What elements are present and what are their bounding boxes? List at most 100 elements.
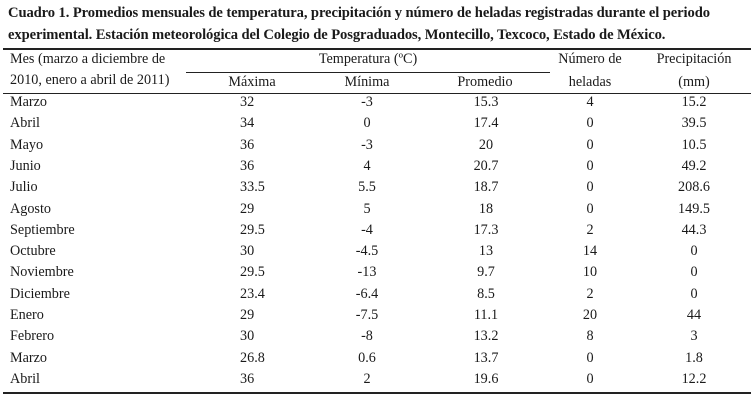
cell-minima: 5.5 <box>358 179 376 196</box>
cell-heladas: 0 <box>586 179 594 196</box>
cell-minima: -6.4 <box>355 285 379 302</box>
cell-minima: 2 <box>363 370 371 387</box>
header-heladas: Número de <box>558 51 622 67</box>
cell-promedio: 20.7 <box>473 157 499 174</box>
cell-mes: Octubre <box>10 243 56 260</box>
cell-maxima: 29 <box>240 200 255 217</box>
header-temperatura: Temperatura (ºC) <box>318 51 418 67</box>
cell-heladas: 2 <box>586 221 594 238</box>
bottom-rule <box>3 392 751 394</box>
cell-maxima: 36 <box>240 157 255 174</box>
cell-maxima: 32 <box>240 94 255 110</box>
cell-maxima: 30 <box>240 243 255 260</box>
cell-precipitacion: 1.8 <box>685 349 703 366</box>
cell-promedio: 20 <box>478 136 494 153</box>
header-mes-2: 2010, enero a abril de 2011) <box>10 72 170 88</box>
cell-precipitacion: 49.2 <box>681 157 707 174</box>
cell-maxima: 36 <box>240 136 255 153</box>
cell-precipitacion: 3 <box>690 328 698 345</box>
cell-heladas: 4 <box>586 94 594 110</box>
cell-promedio: 18.7 <box>473 179 499 196</box>
cell-maxima: 29.5 <box>240 221 265 238</box>
cell-precipitacion: 39.5 <box>681 115 707 132</box>
cell-promedio: 8.5 <box>477 285 495 302</box>
cell-precipitacion: 10.5 <box>681 136 707 153</box>
header-mes: Mes (marzo a diciembre de <box>10 51 166 67</box>
cell-promedio: 11.1 <box>473 307 499 323</box>
cell-promedio: 18 <box>478 200 494 217</box>
cell-promedio: 13.2 <box>473 328 499 345</box>
cell-promedio: 9.7 <box>477 264 495 281</box>
header-heladas-2: heladas <box>568 74 612 90</box>
header-rule <box>3 93 751 95</box>
cell-maxima: 33.5 <box>240 179 265 196</box>
temperatura-rule <box>186 72 550 74</box>
table-caption-line-2: experimental. Estación meteorológica del… <box>8 27 666 43</box>
cell-maxima: 30 <box>240 328 255 345</box>
cell-mes: Septiembre <box>10 221 75 238</box>
cell-heladas: 0 <box>586 136 594 153</box>
cell-heladas: 2 <box>586 285 594 302</box>
cell-heladas: 0 <box>586 200 594 217</box>
cell-maxima: 29.5 <box>240 264 265 281</box>
cell-promedio: 17.3 <box>473 221 499 238</box>
cell-minima: -3 <box>361 94 373 110</box>
cell-mes: Abril <box>10 370 40 387</box>
cell-precipitacion: 12.2 <box>681 370 707 387</box>
cell-promedio: 13.7 <box>473 349 499 366</box>
header-maxima: Máxima <box>228 74 276 90</box>
cell-mes: Febrero <box>10 328 55 345</box>
cell-minima: -4.5 <box>355 243 379 260</box>
header-minima: Mínima <box>344 74 390 90</box>
cell-minima: -4 <box>361 221 373 238</box>
cell-precipitacion: 44 <box>686 307 702 323</box>
cell-precipitacion: 208.6 <box>678 179 710 196</box>
cell-maxima: 34 <box>240 115 255 132</box>
cell-mes: Marzo <box>10 349 48 366</box>
cell-minima: 4 <box>363 157 371 174</box>
cell-minima: 0.6 <box>358 349 376 366</box>
cell-heladas: 0 <box>586 157 594 174</box>
cell-minima: -13 <box>357 264 377 281</box>
cell-heladas: 14 <box>582 243 598 260</box>
cell-mes: Mayo <box>10 136 44 153</box>
header-promedio: Promedio <box>457 74 513 90</box>
cell-mes: Junio <box>10 157 41 174</box>
cell-mes: Enero <box>10 307 44 323</box>
cell-mes: Noviembre <box>10 264 74 281</box>
table-caption-line-1: Cuadro 1. Promedios mensuales de tempera… <box>8 5 710 21</box>
cell-precipitacion: 149.5 <box>678 200 710 217</box>
header-precipitacion: Precipitación <box>656 51 732 67</box>
cell-mes: Diciembre <box>10 285 70 302</box>
cell-precipitacion: 0 <box>690 243 698 260</box>
cell-maxima: 23.4 <box>240 285 265 302</box>
cell-precipitacion: 44.3 <box>681 221 707 238</box>
cell-heladas: 0 <box>586 370 594 387</box>
cell-mes: Marzo <box>10 94 48 110</box>
cell-mes: Julio <box>10 179 38 196</box>
cell-promedio: 15.3 <box>473 94 499 110</box>
cell-maxima: 26.8 <box>240 349 265 366</box>
cell-mes: Abril <box>10 115 40 132</box>
cell-precipitacion: 0 <box>690 264 698 281</box>
cell-heladas: 8 <box>586 328 594 345</box>
cell-heladas: 0 <box>586 115 594 132</box>
cell-minima: -3 <box>361 136 373 153</box>
cell-minima: -7.5 <box>355 307 379 323</box>
cell-promedio: 17.4 <box>473 115 499 132</box>
cell-minima: -8 <box>361 328 373 345</box>
cell-maxima: 36 <box>240 370 255 387</box>
cell-mes: Agosto <box>10 200 51 217</box>
cell-precipitacion: 0 <box>690 285 698 302</box>
cell-heladas: 20 <box>582 307 598 323</box>
cell-minima: 5 <box>363 200 371 217</box>
cell-heladas: 0 <box>586 349 594 366</box>
cell-promedio: 13 <box>478 243 494 260</box>
cell-maxima: 29 <box>240 307 255 323</box>
cell-promedio: 19.6 <box>473 370 499 387</box>
top-rule <box>3 48 751 50</box>
cell-heladas: 10 <box>582 264 598 281</box>
header-precipitacion-2: (mm) <box>678 74 710 90</box>
cell-precipitacion: 15.2 <box>681 94 707 110</box>
cell-minima: 0 <box>363 115 371 132</box>
